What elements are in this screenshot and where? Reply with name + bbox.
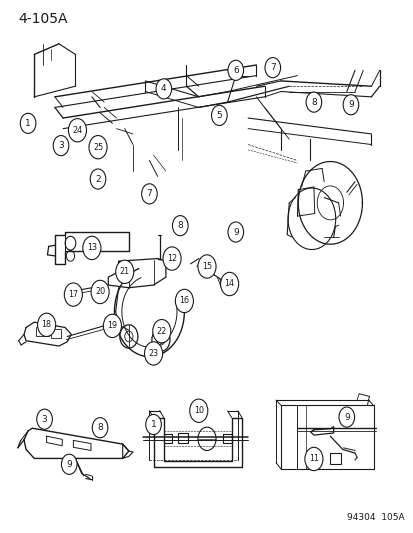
Circle shape xyxy=(305,92,321,112)
Text: 9: 9 xyxy=(66,460,72,469)
Circle shape xyxy=(61,454,77,474)
Text: 22: 22 xyxy=(156,327,166,336)
Text: 1: 1 xyxy=(150,420,156,429)
Circle shape xyxy=(83,236,101,260)
Text: 20: 20 xyxy=(95,287,105,296)
Text: 9: 9 xyxy=(347,100,353,109)
Circle shape xyxy=(90,169,106,189)
Text: 7: 7 xyxy=(269,63,275,72)
Circle shape xyxy=(20,114,36,133)
Text: 12: 12 xyxy=(166,254,177,263)
Circle shape xyxy=(211,106,227,125)
Text: 9: 9 xyxy=(233,228,238,237)
Circle shape xyxy=(342,95,358,115)
Circle shape xyxy=(228,222,243,242)
Circle shape xyxy=(189,399,207,422)
Circle shape xyxy=(38,313,55,336)
Text: 3: 3 xyxy=(58,141,64,150)
Text: 4-105A: 4-105A xyxy=(18,12,67,26)
Bar xyxy=(330,453,340,464)
Text: 13: 13 xyxy=(87,244,97,253)
Circle shape xyxy=(163,247,180,270)
Bar xyxy=(36,327,49,336)
Circle shape xyxy=(64,283,82,306)
Text: 24: 24 xyxy=(72,126,82,135)
Circle shape xyxy=(264,58,280,78)
Circle shape xyxy=(145,415,161,434)
Circle shape xyxy=(172,216,188,236)
Bar xyxy=(102,288,106,292)
Text: 25: 25 xyxy=(93,143,103,152)
Text: 10: 10 xyxy=(193,406,203,415)
Circle shape xyxy=(152,319,171,343)
Text: 21: 21 xyxy=(119,268,130,276)
Circle shape xyxy=(228,60,243,80)
Bar xyxy=(51,329,61,337)
Bar xyxy=(96,289,101,293)
Text: 3: 3 xyxy=(42,415,47,424)
Text: 6: 6 xyxy=(233,66,238,75)
Text: 5: 5 xyxy=(216,111,222,120)
Circle shape xyxy=(92,418,108,438)
Circle shape xyxy=(304,447,322,471)
Text: 8: 8 xyxy=(177,221,183,230)
Text: 7: 7 xyxy=(146,189,152,198)
Circle shape xyxy=(91,280,109,304)
Text: 19: 19 xyxy=(107,321,117,330)
Text: 16: 16 xyxy=(179,296,189,305)
Text: 18: 18 xyxy=(42,320,52,329)
Text: 23: 23 xyxy=(148,349,158,358)
Circle shape xyxy=(141,184,157,204)
Circle shape xyxy=(53,135,69,156)
Text: 4: 4 xyxy=(161,84,166,93)
Text: 17: 17 xyxy=(68,290,78,299)
Circle shape xyxy=(220,272,238,296)
Circle shape xyxy=(103,314,121,337)
Text: 94304  105A: 94304 105A xyxy=(346,513,404,522)
Text: 14: 14 xyxy=(224,279,234,288)
Text: 8: 8 xyxy=(310,98,316,107)
Circle shape xyxy=(197,255,216,278)
Circle shape xyxy=(115,260,133,284)
Text: 2: 2 xyxy=(95,174,101,183)
Circle shape xyxy=(68,118,86,142)
Text: 11: 11 xyxy=(308,455,318,464)
Circle shape xyxy=(89,135,107,159)
Circle shape xyxy=(144,342,162,365)
Circle shape xyxy=(338,407,354,427)
Text: 1: 1 xyxy=(25,119,31,128)
Text: 8: 8 xyxy=(97,423,103,432)
Circle shape xyxy=(37,409,52,429)
Text: 15: 15 xyxy=(202,262,211,271)
Circle shape xyxy=(175,289,193,313)
Text: 9: 9 xyxy=(343,413,349,422)
Circle shape xyxy=(156,79,171,99)
